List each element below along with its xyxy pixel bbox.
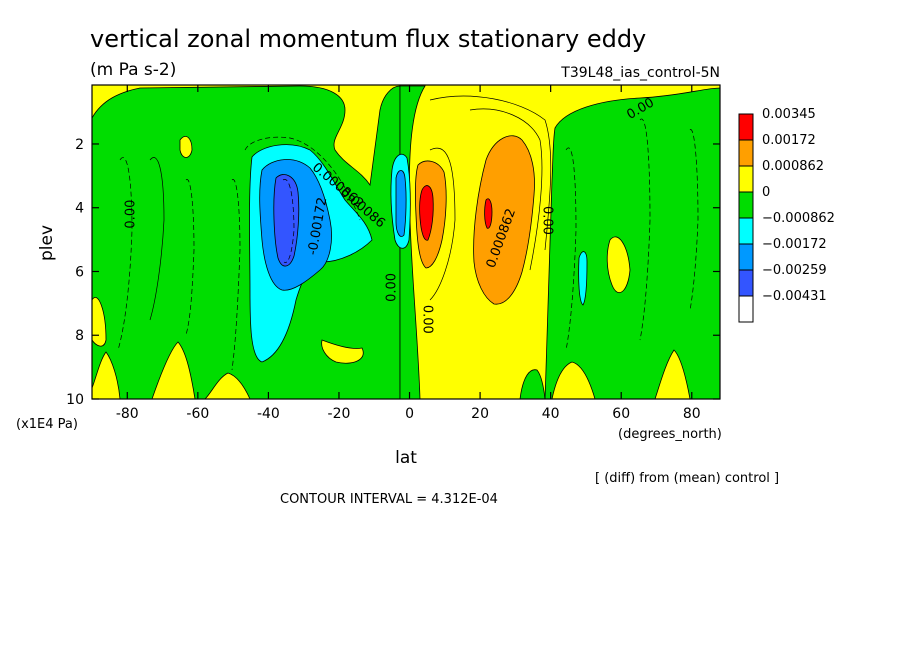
island-positive-d	[179, 136, 193, 158]
island-positive-a	[321, 339, 364, 364]
x-tick-label: -20	[328, 406, 351, 422]
legend-label: −0.00259	[762, 263, 827, 278]
x-tick-label: 60	[612, 406, 630, 422]
x-tick-label: 20	[471, 406, 489, 422]
legend-swatch	[738, 243, 754, 271]
region-positive-orange-sub	[473, 135, 535, 305]
contour-label: 0.00	[420, 305, 435, 334]
region-negative-cyan-east	[578, 251, 588, 306]
island-positive-c	[92, 297, 107, 347]
x-tick-label: 40	[542, 406, 560, 422]
legend-swatch	[738, 139, 754, 167]
y-tick-label: 10	[66, 392, 84, 408]
legend-label: 0.00345	[762, 107, 816, 122]
y-axis-label: plev	[37, 225, 57, 261]
region-positive-red-eq	[419, 185, 434, 241]
legend-swatch	[738, 217, 754, 245]
region-negative-east	[544, 87, 720, 399]
x-axis: -80 -60 -40 -20 0 20 40 60 80	[116, 85, 701, 422]
color-legend: 0.00345 0.00172 0.000862 0 −0.000862 −0.00172…	[738, 107, 835, 323]
island-positive-b	[606, 236, 631, 294]
contour-interval: CONTOUR INTERVAL = 4.312E-04	[280, 492, 498, 507]
y-axis: 2 4 6 8 10	[66, 137, 720, 408]
y-axis-units: (x1E4 Pa)	[16, 417, 78, 432]
region-negative-blue-eq	[395, 170, 407, 237]
legend-label: −0.00431	[762, 289, 827, 304]
x-axis-label: lat	[395, 448, 417, 468]
legend-label: −0.000862	[762, 211, 835, 226]
contour-label: 0.00	[123, 200, 138, 229]
region-positive-red-sub	[484, 198, 493, 229]
x-tick-label: -60	[186, 406, 209, 422]
region-negative-east-small	[519, 369, 546, 399]
legend-swatch	[738, 269, 754, 297]
footnote: [ (diff) from (mean) control ]	[595, 471, 779, 486]
legend-swatch	[738, 191, 754, 219]
y-tick-label: 2	[75, 137, 84, 153]
legend-swatch	[738, 165, 754, 193]
contour-label: 0.00	[384, 273, 399, 302]
legend-swatch	[738, 113, 754, 141]
contour-lines-positive	[149, 95, 552, 321]
legend-swatch	[738, 295, 754, 323]
y-tick-label: 8	[75, 328, 84, 344]
legend-label: 0.00172	[762, 133, 816, 148]
plot-area: 0.000.000.0008620.00086-0.001720.000.000…	[92, 85, 720, 399]
region-negative-core	[273, 174, 300, 267]
x-tick-label: 0	[405, 406, 414, 422]
x-tick-label: -40	[257, 406, 280, 422]
chart-title: vertical zonal momentum flux stationary …	[90, 25, 646, 53]
legend-label: 0	[762, 185, 770, 200]
contour-label: 0.00	[540, 206, 555, 235]
contour-lines-negative	[117, 118, 699, 371]
dataset-label: T39L48_ias_control-5N	[560, 65, 720, 81]
y-tick-label: 4	[75, 201, 84, 217]
legend-label: 0.000862	[762, 159, 824, 174]
x-axis-units: (degrees_north)	[618, 427, 722, 442]
x-tick-label: -80	[116, 406, 139, 422]
y-tick-label: 6	[75, 264, 84, 280]
legend-label: −0.00172	[762, 237, 827, 252]
x-tick-label: 80	[683, 406, 701, 422]
plot-frame	[91, 84, 721, 400]
chart-subtitle: (m Pa s-2)	[90, 60, 176, 80]
